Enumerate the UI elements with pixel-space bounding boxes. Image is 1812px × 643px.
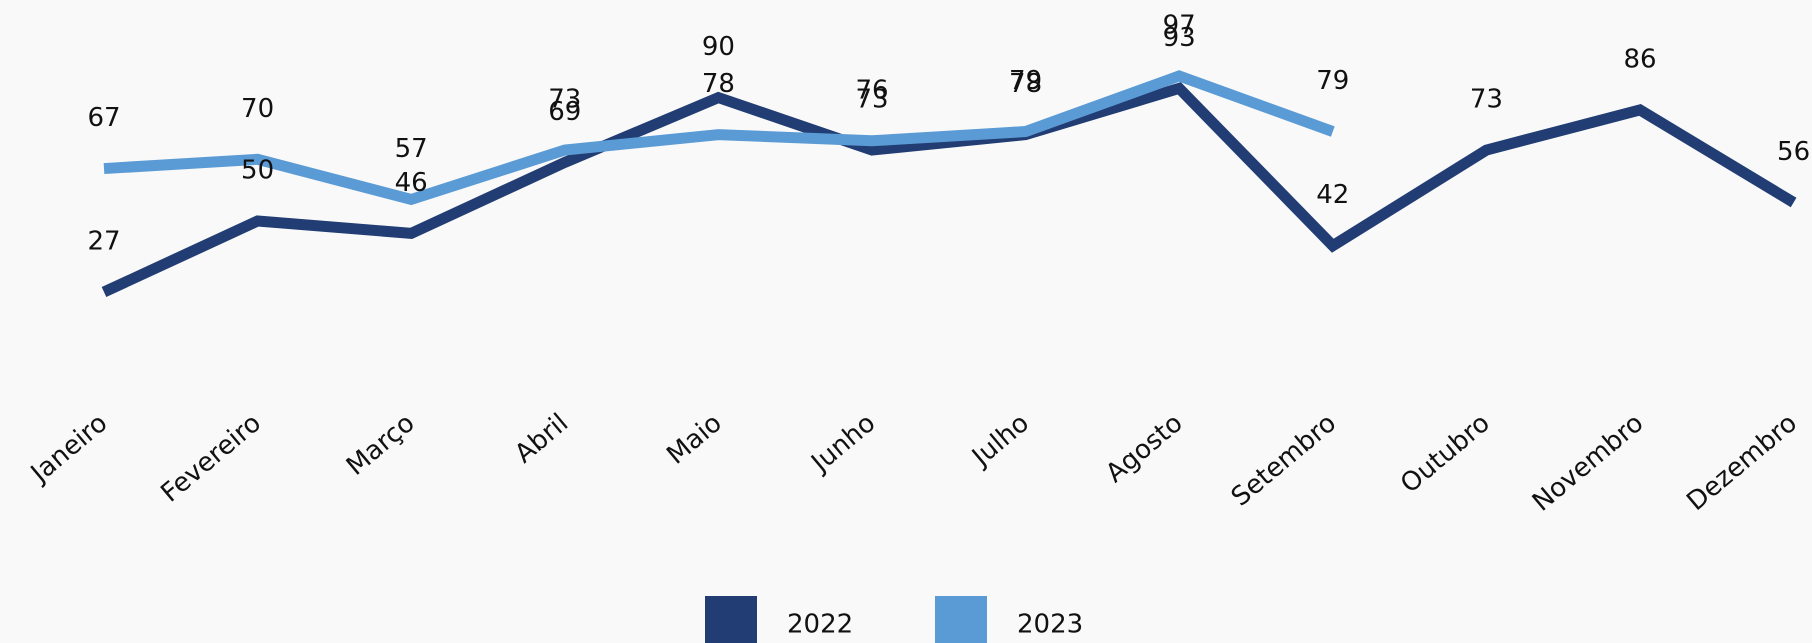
x-tick-label: Setembro — [1226, 408, 1342, 512]
legend-swatch — [705, 596, 757, 643]
x-tick-label: Março — [341, 408, 421, 482]
series-line — [103, 70, 1335, 206]
x-tick-label: Maio — [661, 408, 727, 471]
x-tick-label: Novembro — [1527, 408, 1649, 518]
data-label: 56 — [1777, 137, 1810, 167]
x-tick-label: Julho — [965, 408, 1035, 473]
legend-swatch — [935, 596, 987, 643]
data-label: 69 — [548, 97, 581, 127]
data-label: 27 — [87, 227, 120, 257]
data-label: 50 — [241, 156, 274, 186]
data-label: 76 — [855, 75, 888, 105]
x-tick-label: Janeiro — [24, 408, 113, 490]
legend-label: 2022 — [787, 610, 853, 640]
data-label: 97 — [1163, 11, 1196, 41]
data-label: 73 — [855, 85, 888, 115]
data-label: 57 — [395, 134, 428, 164]
data-label: 79 — [1316, 66, 1349, 96]
x-tick-label: Fevereiro — [155, 408, 266, 508]
data-label: 79 — [1009, 66, 1042, 96]
series-line — [101, 82, 1797, 297]
x-tick-label: Dezembro — [1681, 408, 1803, 517]
data-label: 70 — [241, 94, 274, 124]
data-label: 86 — [1623, 44, 1656, 74]
data-label: 46 — [395, 168, 428, 198]
legend-label: 2023 — [1017, 610, 1083, 640]
data-label: 73 — [1470, 85, 1503, 115]
x-tick-label: Outubro — [1395, 408, 1496, 499]
data-label: 90 — [702, 32, 735, 62]
data-label: 42 — [1316, 180, 1349, 210]
data-label: 78 — [1009, 69, 1042, 99]
x-tick-label: Agosto — [1100, 408, 1188, 489]
x-tick-label: Abril — [509, 408, 574, 469]
x-tick-label: Junho — [805, 408, 882, 479]
data-label: 73 — [548, 85, 581, 115]
data-label: 67 — [87, 103, 120, 133]
data-label: 78 — [702, 69, 735, 99]
data-label: 93 — [1163, 23, 1196, 53]
